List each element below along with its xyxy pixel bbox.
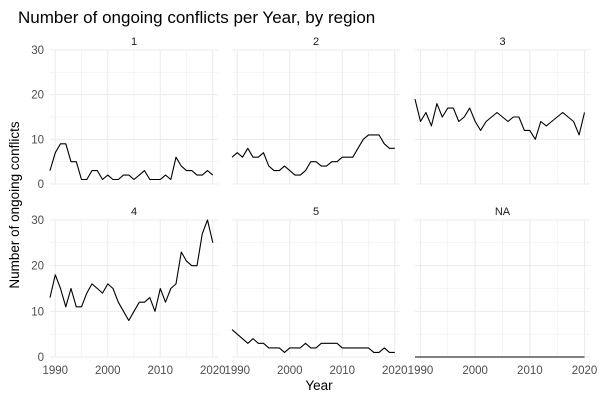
- x-tick-label: 2020: [200, 365, 226, 377]
- y-tick-label: 30: [31, 215, 44, 227]
- facet-strip-label: 2: [313, 36, 319, 48]
- panel-4: 4 0 10 20 30 1990 2000 2010 2020: [31, 206, 225, 377]
- y-tick-label: 30: [31, 45, 44, 57]
- y-axis-title: Number of ongoing conflicts: [7, 121, 22, 289]
- series-line-2: [231, 134, 395, 176]
- x-tick-label: 2000: [277, 365, 303, 377]
- panel-3: 3: [414, 36, 590, 185]
- x-tick-label: 1990: [408, 365, 434, 377]
- series-line-4: [49, 219, 214, 322]
- x-tick-label: 2010: [517, 365, 543, 377]
- series-line-5: [231, 329, 395, 353]
- x-tick-label: 1990: [224, 365, 250, 377]
- series-line-3: [414, 98, 586, 140]
- facet-strip-label: 5: [313, 206, 319, 218]
- x-axis-title: Year: [305, 378, 333, 393]
- facet-strip-label: 3: [499, 36, 505, 48]
- x-tick-label: 2020: [382, 365, 408, 377]
- y-tick-label: 0: [38, 179, 44, 191]
- y-tick-label: 0: [38, 352, 44, 364]
- x-tick-label: 2010: [329, 365, 355, 377]
- y-tick-label: 10: [31, 306, 44, 318]
- series-line-1: [49, 143, 214, 181]
- y-tick-label: 20: [31, 90, 44, 102]
- facet-strip-label: 1: [131, 36, 137, 48]
- x-tick-label: 2000: [462, 365, 488, 377]
- panel-2: 2: [231, 36, 400, 185]
- y-tick-label: 10: [31, 134, 44, 146]
- x-tick-label: 2020: [572, 365, 598, 377]
- facet-strip-label: 4: [131, 206, 137, 218]
- facet-strip-label: NA: [495, 206, 511, 218]
- y-tick-label: 20: [31, 261, 44, 273]
- panel-5: 5 1990 2000 2010 2020: [224, 206, 407, 377]
- panel-NA: NA 1990 2000 2010 2020: [408, 206, 598, 377]
- x-tick-label: 1990: [42, 365, 68, 377]
- x-tick-label: 2000: [95, 365, 121, 377]
- x-tick-label: 2010: [147, 365, 173, 377]
- chart-title: Number of ongoing conflicts per Year, by…: [18, 8, 375, 27]
